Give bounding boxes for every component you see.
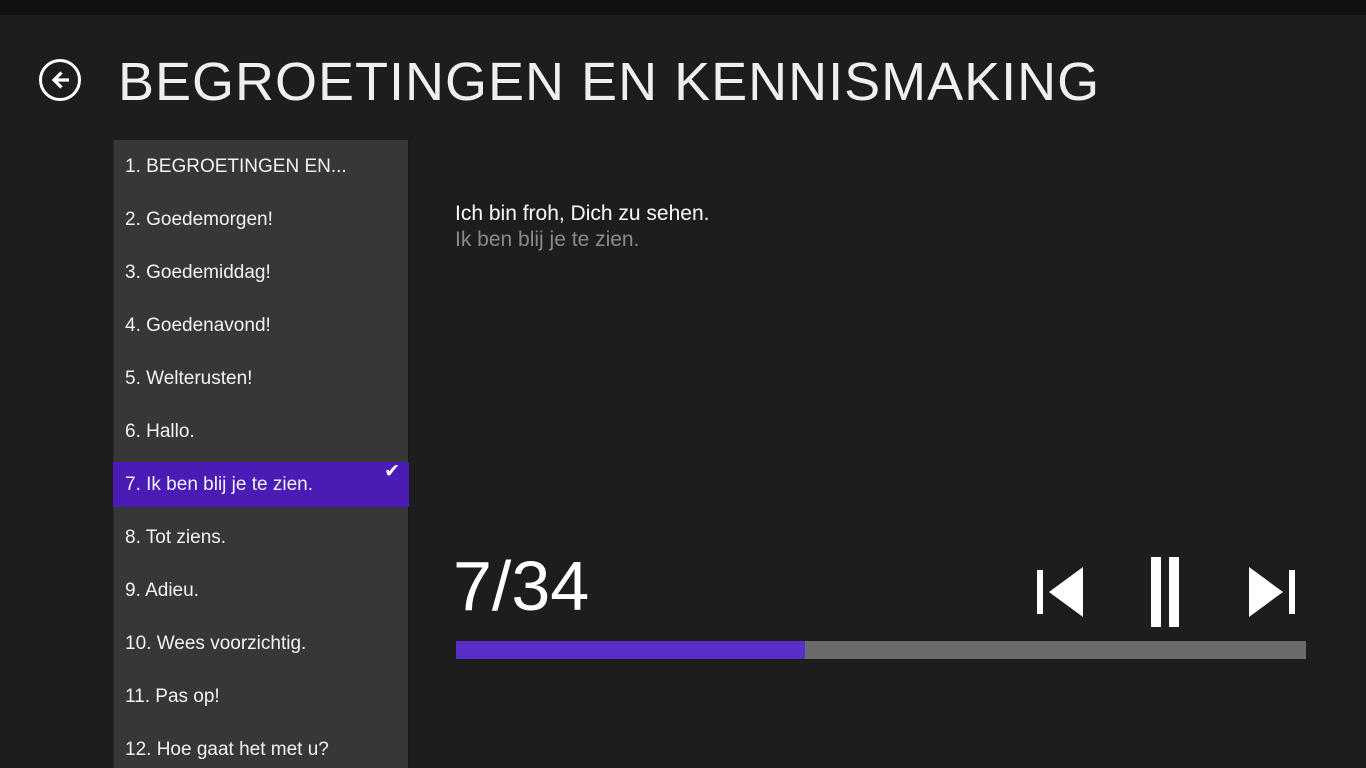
back-button[interactable] <box>39 59 81 101</box>
list-item-1[interactable]: 1. BEGROETINGEN EN... <box>125 155 347 177</box>
next-track-icon <box>1249 567 1295 617</box>
checkmark-icon: ✔ <box>384 461 400 482</box>
list-item-2[interactable]: 2. Goedemorgen! <box>125 208 273 230</box>
list-item-label: 7. Ik ben blij je te zien. <box>125 473 313 495</box>
player-controls <box>1030 556 1306 628</box>
progress-bar[interactable] <box>456 641 1306 659</box>
list-item-6[interactable]: 6. Hallo. <box>125 420 195 442</box>
list-item-9[interactable]: 9. Adieu. <box>125 579 199 601</box>
pause-icon <box>1151 557 1179 627</box>
list-item-8[interactable]: 8. Tot ziens. <box>125 526 227 548</box>
phrase-block: Ich bin froh, Dich zu sehen. Ik ben blij… <box>455 201 709 253</box>
header: BEGROETINGEN EN KENNISMAKING <box>0 0 1366 140</box>
list-item-7-selected[interactable]: 7. Ik ben blij je te zien. ✔ <box>113 461 409 507</box>
list-item-3[interactable]: 3. Goedemiddag! <box>125 261 271 283</box>
phrase-dutch: Ik ben blij je te zien. <box>455 228 640 251</box>
pause-button[interactable] <box>1151 557 1179 627</box>
page-title: BEGROETINGEN EN KENNISMAKING <box>118 52 1101 112</box>
track-counter: 7/34 <box>453 547 590 625</box>
list-item-12[interactable]: 12. Hoe gaat het met u? <box>125 738 329 760</box>
phrase-german: Ich bin froh, Dich zu sehen. <box>455 202 710 225</box>
list-item-4[interactable]: 4. Goedenavond! <box>125 314 271 336</box>
phrase-list: 1. BEGROETINGEN EN... 2. Goedemorgen! 3.… <box>113 140 409 768</box>
progress-fill <box>456 641 805 659</box>
top-strip <box>0 0 1366 15</box>
previous-track-icon <box>1037 567 1083 617</box>
list-item-11[interactable]: 11. Pas op! <box>125 685 220 707</box>
list-item-5[interactable]: 5. Welterusten! <box>125 367 253 389</box>
back-arrow-icon <box>51 71 69 89</box>
previous-track-button[interactable] <box>1036 567 1086 617</box>
next-track-button[interactable] <box>1246 567 1296 617</box>
list-item-10[interactable]: 10. Wees voorzichtig. <box>125 632 307 654</box>
